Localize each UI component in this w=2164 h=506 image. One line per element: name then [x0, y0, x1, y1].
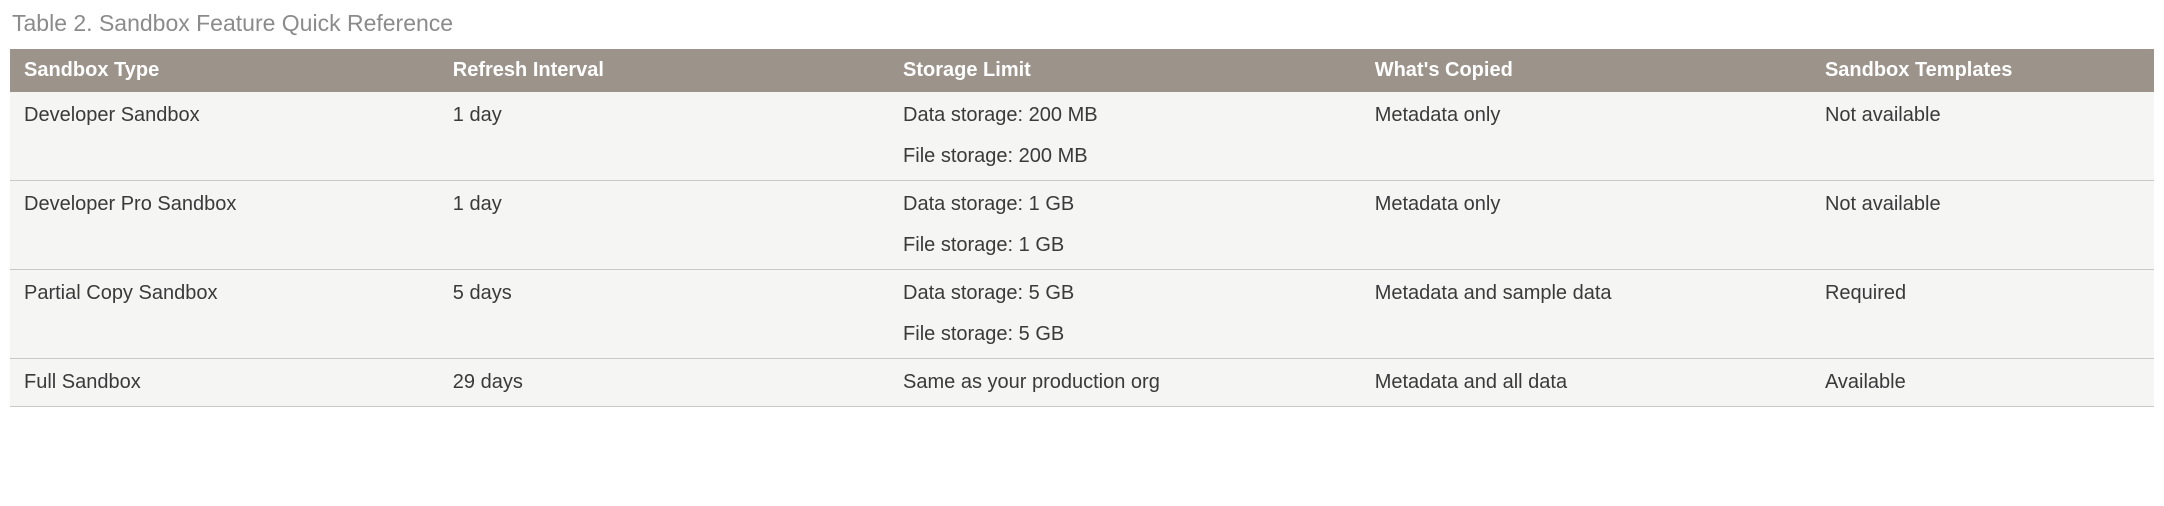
cell-copied: Metadata and all data [1361, 359, 1811, 407]
cell-storage: Data storage: 1 GB File storage: 1 GB [889, 181, 1361, 270]
storage-line: Data storage: 200 MB [903, 104, 1347, 127]
table-body: Developer Sandbox 1 day Data storage: 20… [10, 92, 2154, 407]
cell-type: Developer Pro Sandbox [10, 181, 439, 270]
storage-line: File storage: 1 GB [903, 234, 1347, 257]
cell-copied: Metadata and sample data [1361, 270, 1811, 359]
cell-type: Partial Copy Sandbox [10, 270, 439, 359]
storage-line: File storage: 5 GB [903, 323, 1347, 346]
cell-templates: Not available [1811, 181, 2154, 270]
cell-type: Full Sandbox [10, 359, 439, 407]
table-row: Developer Pro Sandbox 1 day Data storage… [10, 181, 2154, 270]
column-header-type: Sandbox Type [10, 49, 439, 92]
column-header-copied: What's Copied [1361, 49, 1811, 92]
cell-templates: Required [1811, 270, 2154, 359]
table-caption: Table 2. Sandbox Feature Quick Reference [10, 10, 2154, 37]
storage-line: File storage: 200 MB [903, 145, 1347, 168]
cell-storage: Data storage: 5 GB File storage: 5 GB [889, 270, 1361, 359]
cell-templates: Available [1811, 359, 2154, 407]
storage-line: Same as your production org [903, 371, 1347, 394]
storage-line: Data storage: 5 GB [903, 282, 1347, 305]
cell-copied: Metadata only [1361, 92, 1811, 181]
table-header-row: Sandbox Type Refresh Interval Storage Li… [10, 49, 2154, 92]
cell-storage: Data storage: 200 MB File storage: 200 M… [889, 92, 1361, 181]
column-header-storage: Storage Limit [889, 49, 1361, 92]
cell-templates: Not available [1811, 92, 2154, 181]
table-row: Developer Sandbox 1 day Data storage: 20… [10, 92, 2154, 181]
cell-refresh: 1 day [439, 181, 889, 270]
table-row: Partial Copy Sandbox 5 days Data storage… [10, 270, 2154, 359]
cell-copied: Metadata only [1361, 181, 1811, 270]
cell-storage: Same as your production org [889, 359, 1361, 407]
cell-refresh: 5 days [439, 270, 889, 359]
cell-refresh: 29 days [439, 359, 889, 407]
storage-line: Data storage: 1 GB [903, 193, 1347, 216]
cell-type: Developer Sandbox [10, 92, 439, 181]
cell-refresh: 1 day [439, 92, 889, 181]
sandbox-feature-table: Sandbox Type Refresh Interval Storage Li… [10, 49, 2154, 407]
column-header-refresh: Refresh Interval [439, 49, 889, 92]
table-row: Full Sandbox 29 days Same as your produc… [10, 359, 2154, 407]
column-header-templates: Sandbox Templates [1811, 49, 2154, 92]
